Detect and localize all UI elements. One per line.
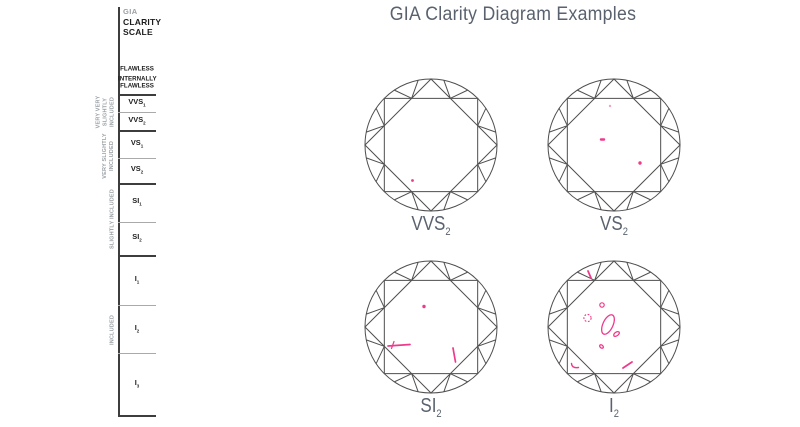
scale-divider: [118, 415, 156, 417]
scale-grade-si2: SI2: [132, 232, 142, 243]
scale-divider: [118, 94, 156, 96]
facet-lines: [547, 78, 681, 212]
scale-divider: [118, 130, 156, 132]
inclusion-ellipse: [599, 344, 604, 349]
scale-divider: [118, 353, 156, 354]
diamond-plot-i2: [547, 260, 681, 394]
diamond-plot-si2: [364, 260, 498, 394]
scale-grade-vs1: VS1: [130, 138, 144, 149]
scale-category-label: INCLUDED: [109, 314, 115, 346]
scale-divider: [118, 305, 156, 306]
inclusion-dot: [411, 179, 414, 182]
scale-divider: [118, 158, 156, 159]
facet-lines: [364, 78, 498, 212]
inclusion-line: [622, 361, 633, 369]
scale-category-label: VERY VERY SLIGHTLY INCLUDED: [95, 95, 115, 129]
diagram-label-i2: I2: [609, 395, 619, 420]
diamond-plot-vs2: [547, 78, 681, 212]
inclusion-line: [390, 340, 395, 350]
scale-divider: [118, 112, 156, 113]
inclusion-ellipse: [601, 314, 615, 335]
inclusion-line: [452, 347, 457, 363]
inclusion-arc: [570, 362, 580, 369]
inclusion-line: [587, 270, 592, 279]
inclusion-dot: [422, 304, 426, 309]
scale-grade-i1: I1: [134, 274, 140, 285]
inclusion-circle: [599, 302, 605, 308]
scale-grade-i3: I3: [134, 378, 140, 389]
facet-lines: [364, 260, 498, 394]
inclusion-dot: [638, 161, 642, 165]
diagram-label-vvs2: VVS2: [411, 213, 451, 238]
scale-axis-line: [118, 7, 120, 415]
scale-grade-vvs2: VVS2: [128, 115, 146, 126]
scale-divider: [118, 222, 156, 223]
inclusion-ellipse: [613, 330, 620, 338]
scale-divider: [118, 183, 156, 185]
scale-grade-i2: I2: [134, 323, 140, 334]
scale-title-line: SCALE: [123, 26, 153, 37]
scale-grade-flawless: FLAWLESS: [120, 65, 154, 73]
scale-brand: GIA: [123, 7, 138, 16]
facet-lines: [547, 260, 681, 394]
scale-grade-vs2: VS2: [130, 164, 144, 175]
diagram-label-vs2: VS2: [600, 213, 628, 238]
inclusion-dashed-circle: [583, 313, 592, 323]
inclusion-line: [387, 343, 411, 347]
scale-category-label: VERY SLIGHTLY INCLUDED: [102, 133, 115, 179]
scale-divider: [118, 255, 156, 257]
scale-title-line: CLARITY: [123, 16, 162, 27]
inclusion-dash: [599, 138, 606, 141]
diagram-label-si2: SI2: [420, 395, 442, 420]
inclusion-dot: [608, 104, 612, 108]
diamond-plot-vvs2: [364, 78, 498, 212]
scale-grade-internally-flawless: INTERNALLY FLAWLESS: [118, 75, 157, 90]
scale-grade-si1: SI1: [132, 196, 142, 207]
scale-grade-vvs1: VVS1: [128, 97, 146, 108]
page-title: GIA Clarity Diagram Examples: [389, 4, 637, 25]
scale-category-label: SLIGHTLY INCLUDED: [109, 189, 115, 249]
